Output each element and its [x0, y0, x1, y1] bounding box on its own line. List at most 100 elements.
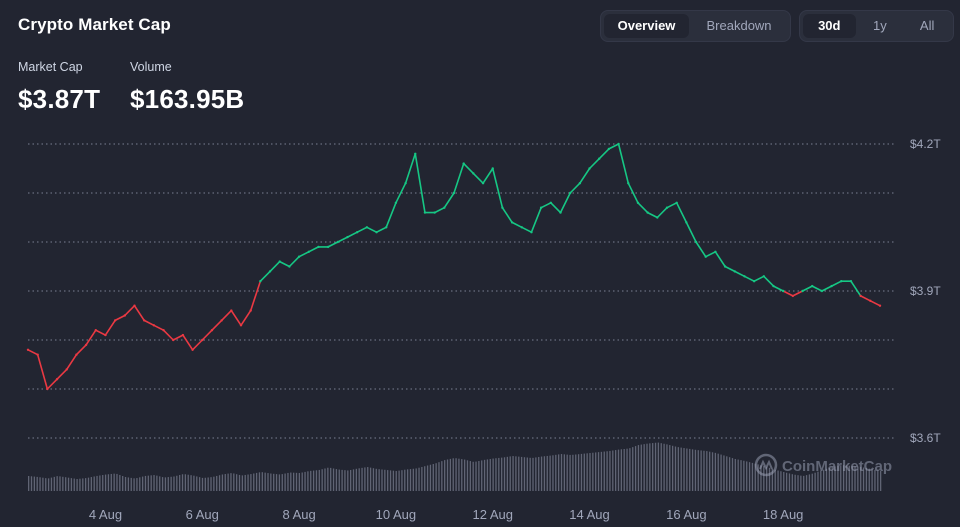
volume-bar	[794, 474, 796, 491]
volume-bar	[694, 449, 697, 491]
overview-tab[interactable]: Overview	[604, 14, 690, 38]
data-point	[268, 270, 272, 273]
volume-bar	[780, 471, 782, 491]
data-point	[607, 147, 611, 151]
y-tick-label: $3.6T	[910, 431, 941, 445]
data-point	[675, 201, 678, 204]
volume-bar	[717, 453, 719, 491]
volume-bar	[540, 456, 543, 491]
volume-bar	[39, 477, 41, 491]
volume-bar	[569, 454, 571, 491]
line-segment	[627, 182, 639, 204]
line-segment	[540, 202, 552, 209]
volume-bar	[107, 474, 110, 491]
coinmarketcap-logo-mark	[759, 459, 773, 471]
watermark-text: CoinMarketCap	[782, 458, 892, 475]
line-segment	[579, 167, 591, 184]
volume-bar	[854, 466, 856, 491]
line-segment	[259, 270, 271, 283]
volume-bar	[723, 455, 725, 491]
line-segment	[666, 202, 678, 209]
volume-bar	[153, 475, 155, 491]
volume-bar	[646, 443, 648, 491]
volume-bar	[492, 458, 494, 491]
line-segment	[143, 319, 155, 327]
line-segment	[404, 153, 417, 184]
line-segment	[462, 162, 475, 175]
watermark: CoinMarketCap	[754, 453, 892, 477]
volume-bar	[711, 452, 714, 491]
volume-bar	[874, 469, 876, 491]
volume-bar	[811, 473, 813, 491]
volume-bar	[697, 450, 699, 491]
data-point	[559, 211, 562, 214]
volume-bar	[247, 474, 249, 491]
data-point	[104, 333, 107, 337]
volume-bar	[429, 464, 432, 491]
volume-bar	[28, 476, 30, 491]
volume-bar	[233, 473, 235, 491]
volume-bar	[110, 473, 112, 491]
line-segment	[346, 231, 358, 238]
volume-bar	[669, 445, 671, 491]
data-point	[259, 280, 262, 283]
volume-bar	[478, 460, 480, 491]
volume-bar	[70, 478, 73, 491]
range-all-tab[interactable]: All	[919, 18, 935, 33]
line-segment	[656, 206, 668, 219]
volume-bar	[221, 474, 224, 491]
data-point	[685, 221, 688, 224]
volume-bar	[552, 455, 554, 491]
volume-bar	[170, 476, 172, 491]
line-segment	[588, 157, 601, 170]
y-tick-label: $4.2T	[910, 137, 941, 151]
volume-bar	[179, 475, 181, 491]
data-point	[588, 167, 591, 170]
data-point	[423, 211, 427, 214]
volume-bar	[726, 456, 728, 491]
volume-bar	[461, 459, 463, 491]
line-segment	[337, 236, 349, 243]
data-point	[733, 270, 736, 273]
volume-bar	[424, 466, 426, 491]
breakdown-tab[interactable]: Breakdown	[706, 18, 772, 33]
line-segment	[36, 353, 49, 390]
range-1y-tab[interactable]: 1y	[873, 18, 887, 33]
volume-bar	[369, 467, 372, 491]
data-point	[297, 255, 301, 258]
line-segment	[172, 334, 184, 341]
volume-bar	[743, 460, 745, 491]
volume-value: $163.95B	[130, 84, 245, 114]
volume-bar	[512, 456, 514, 491]
volume-bar	[825, 468, 828, 491]
volume-bar	[284, 473, 286, 491]
volume-bar	[652, 443, 654, 491]
volume-bar	[438, 462, 440, 491]
volume-bar	[136, 478, 138, 491]
volume-bar	[589, 453, 591, 491]
volume-bar	[600, 451, 603, 491]
data-point	[491, 167, 494, 170]
volume-bar	[686, 448, 688, 491]
volume-bar	[310, 470, 312, 491]
line-segment	[724, 265, 736, 273]
volume-bar	[378, 469, 380, 491]
data-point	[656, 216, 659, 219]
volume-bar	[130, 477, 132, 491]
data-point	[336, 240, 340, 244]
volume-bar	[583, 453, 585, 491]
line-segment	[298, 251, 310, 258]
volume-bar	[281, 474, 283, 491]
volume-bar	[398, 470, 400, 491]
volume-bar	[82, 478, 84, 491]
data-point	[510, 221, 514, 224]
range-30d-tab[interactable]: 30d	[803, 14, 856, 38]
volume-bar	[728, 457, 731, 491]
data-point	[714, 250, 717, 253]
volume-bar	[800, 475, 802, 491]
volume-bar	[102, 475, 104, 491]
volume-bar	[466, 460, 469, 491]
volume-bar	[387, 470, 389, 491]
volume-bar	[446, 459, 449, 491]
